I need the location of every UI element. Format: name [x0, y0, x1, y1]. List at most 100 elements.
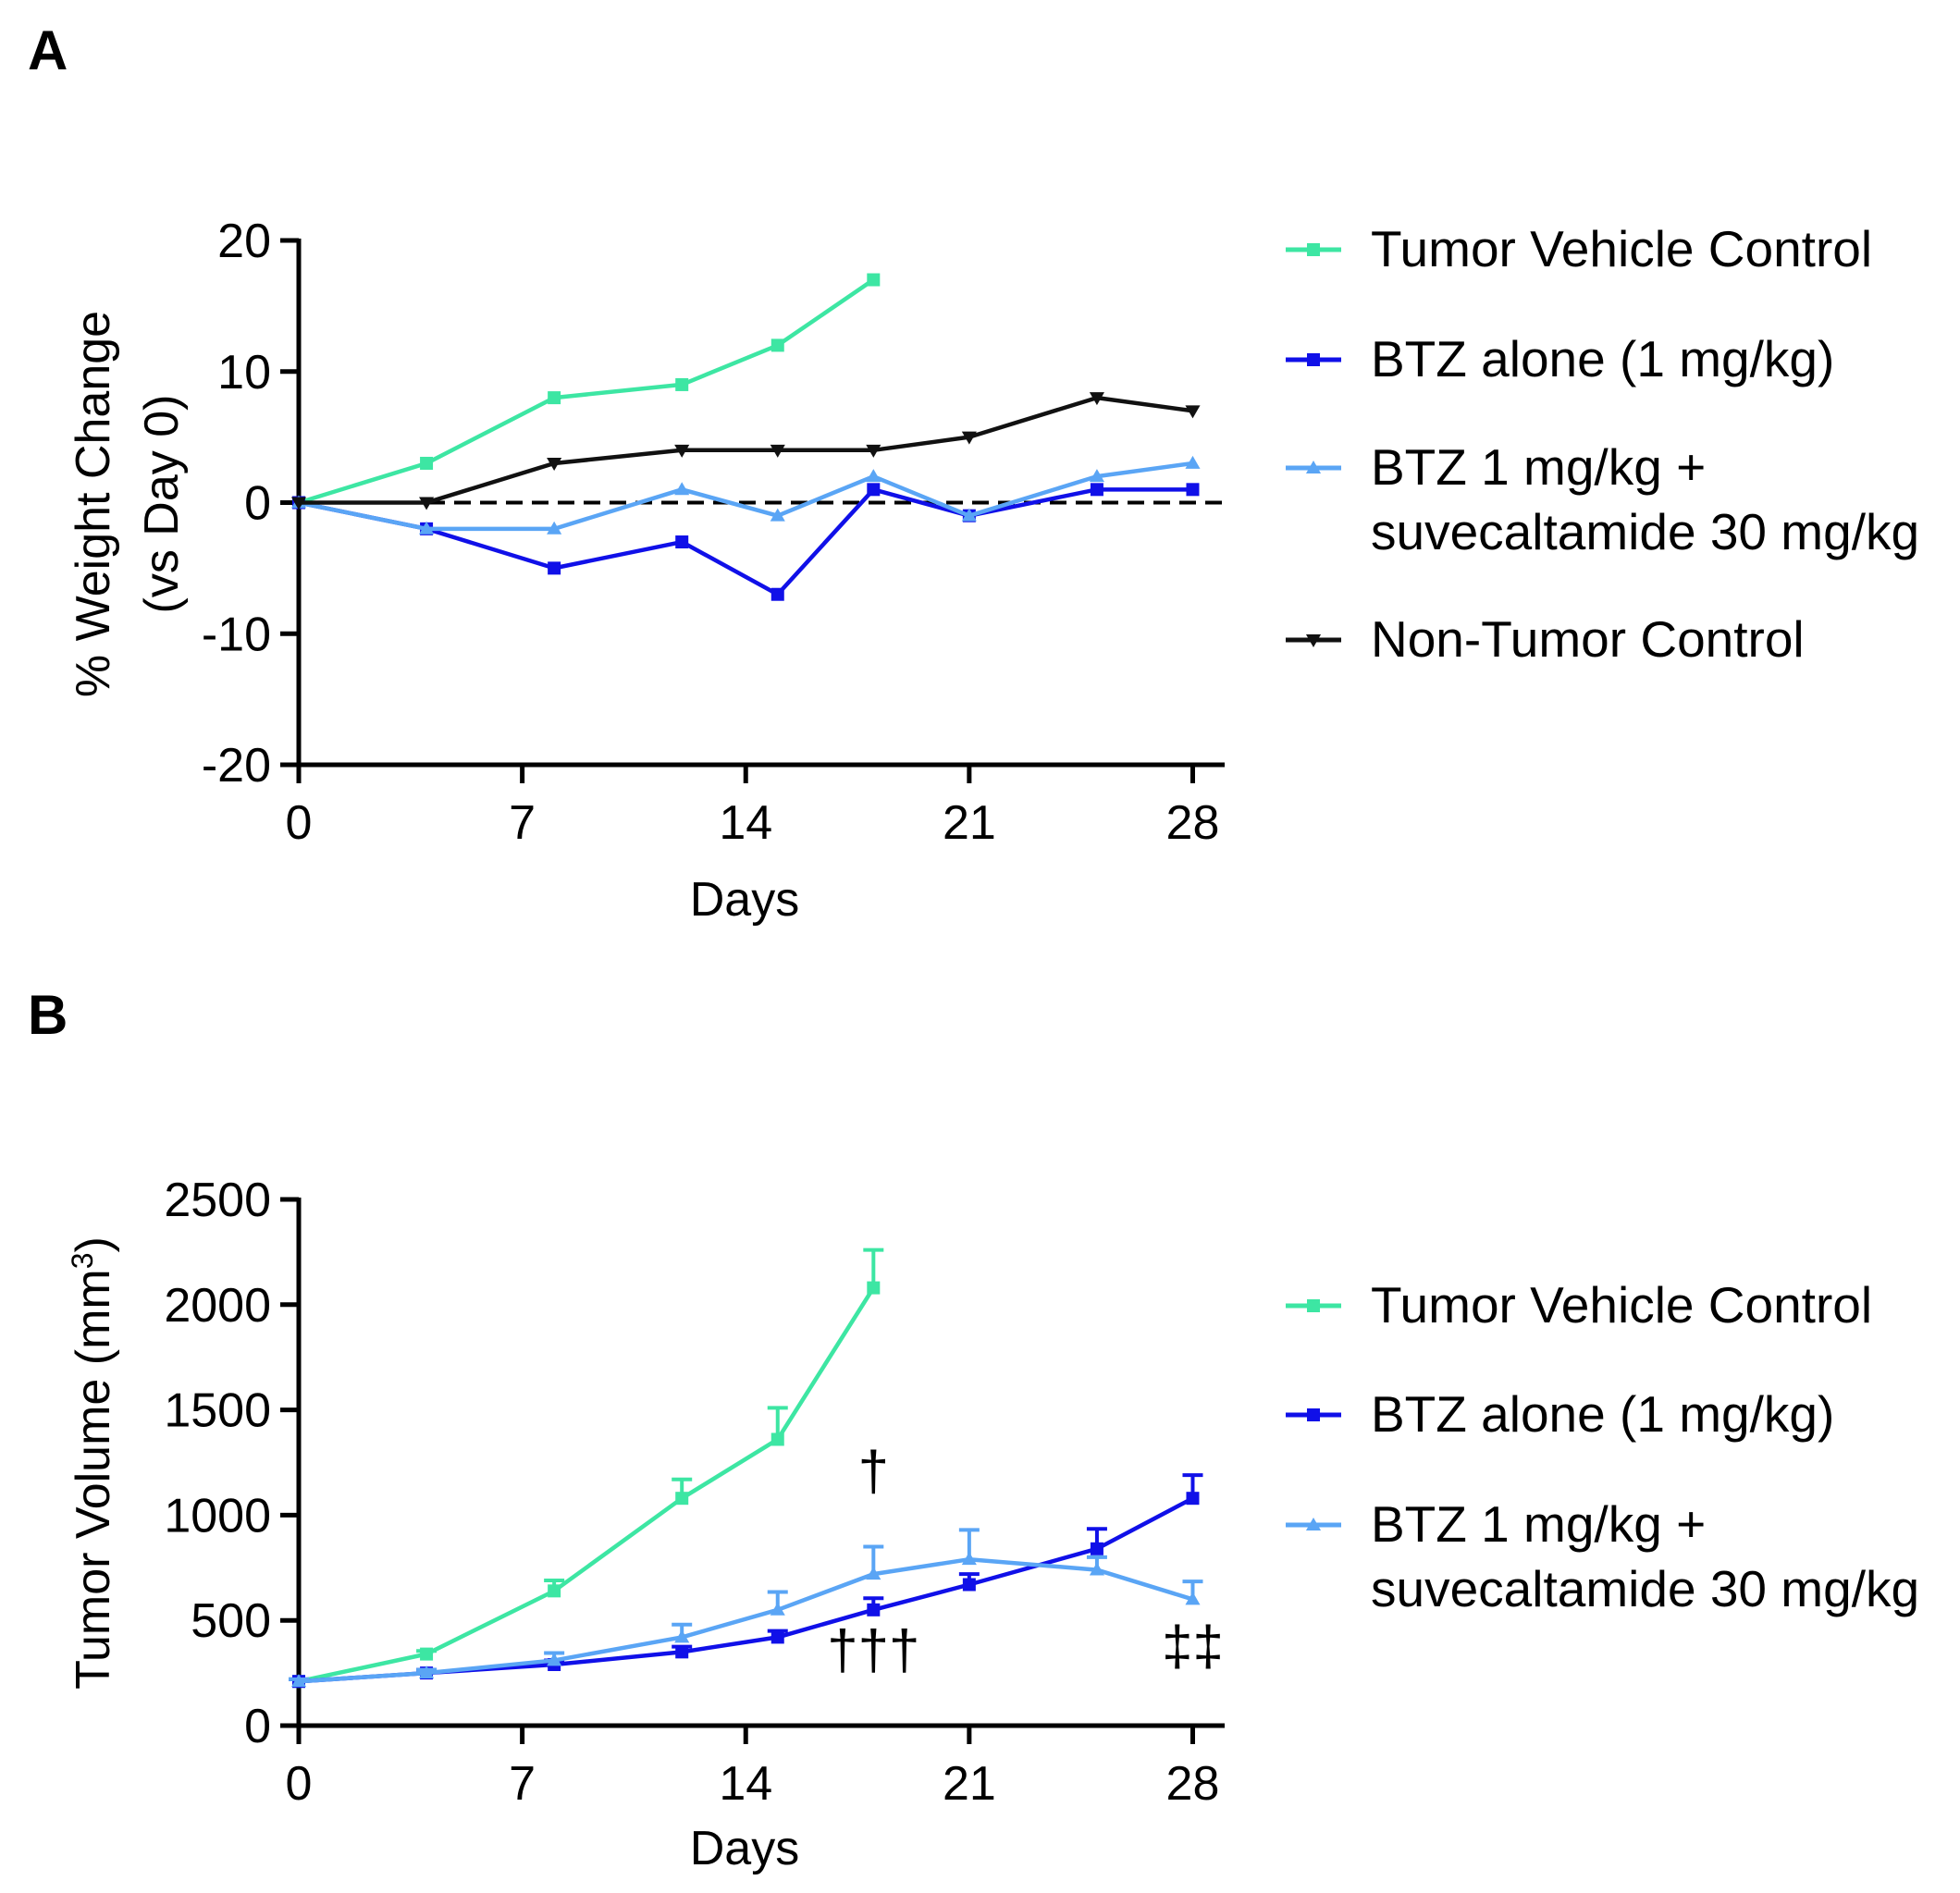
weight-legend-swatch-marker	[1307, 243, 1320, 256]
volume-btz_combo-point	[1089, 1562, 1104, 1576]
weight-tumor_vehicle-point	[675, 377, 689, 391]
weight-btz_combo-point	[547, 521, 562, 535]
volume-x-tick-label: 7	[509, 1757, 536, 1811]
volume-significance-annotation: ‡‡	[1162, 1615, 1224, 1677]
weight-btz_combo-point	[674, 482, 690, 496]
weight-series-non_tumor	[290, 392, 1201, 510]
volume-btz_combo-point	[961, 1552, 977, 1566]
panel-b-legend: Tumor Vehicle Control BTZ alone (1 mg/kg)…	[1286, 1276, 1919, 1617]
weight-series-tumor_vehicle	[292, 273, 881, 510]
weight-tumor_vehicle-line	[298, 277, 875, 505]
volume-legend-item-btz_combo: BTZ 1 mg/kg + suvecaltamide 30 mg/kg	[1286, 1495, 1919, 1617]
volume-btz_alone-point	[1090, 1542, 1103, 1555]
weight-btz_combo-point	[961, 508, 977, 522]
volume-btz_alone-point	[867, 1603, 881, 1616]
volume-btz_combo-line	[298, 1556, 1194, 1684]
weight-x-tick-label: 21	[943, 796, 996, 850]
weight-btz_alone-point	[675, 535, 689, 549]
weight-x-tick-label: 0	[286, 796, 313, 850]
panel-b-xlabel: Days	[690, 1822, 799, 1875]
volume-btz_combo-point	[770, 1602, 785, 1616]
volume-x-tick-label: 14	[719, 1757, 772, 1811]
weight-legend-label: BTZ alone (1 mg/kg)	[1371, 330, 1834, 387]
volume-btz_combo-point	[419, 1666, 435, 1679]
panel-b-ylabel-sup: 3	[66, 1252, 99, 1269]
volume-tumor_vehicle-point	[420, 1647, 434, 1661]
panel-b: B Tumor Volume (mm3) 0 500 1000 1500 2000 250…	[28, 984, 1919, 1875]
panel-a-ylabel-line2: (vs Day 0)	[135, 395, 189, 614]
volume-btz_combo-point	[866, 1567, 881, 1580]
volume-y-tick-label: 2000	[164, 1279, 271, 1333]
weight-legend-label: BTZ 1 mg/kg +	[1371, 438, 1706, 496]
volume-y-tick-label: 1000	[164, 1489, 271, 1543]
volume-y-tick-label: 500	[191, 1594, 271, 1648]
weight-btz_combo-point	[866, 469, 881, 483]
weight-series-btz_combo	[290, 455, 1201, 535]
weight-y-tick-label: 10	[217, 346, 271, 399]
weight-tumor_vehicle-point	[867, 273, 881, 287]
weight-non_tumor-point	[770, 444, 785, 458]
weight-legend-label: Tumor Vehicle Control	[1371, 220, 1872, 277]
volume-series-tumor_vehicle	[289, 1248, 884, 1689]
weight-x-tick-label: 7	[509, 796, 536, 850]
panel-a-letter: A	[28, 19, 68, 81]
weight-non_tumor-point	[1089, 392, 1104, 406]
volume-legend-item-tumor_vehicle: Tumor Vehicle Control	[1286, 1276, 1872, 1334]
volume-btz_alone-point	[1186, 1492, 1200, 1506]
volume-btz_combo-point	[547, 1653, 562, 1666]
weight-non_tumor-point	[419, 497, 435, 510]
weight-non_tumor-point	[674, 444, 690, 458]
weight-legend-swatch-marker	[1305, 460, 1322, 473]
weight-legend-swatch-marker	[1307, 353, 1320, 366]
weight-non_tumor-point	[1185, 405, 1201, 419]
volume-legend-swatch-marker	[1305, 1517, 1322, 1530]
weight-legend-item-tumor_vehicle: Tumor Vehicle Control	[1286, 220, 1872, 277]
panel-a-xlabel: Days	[690, 873, 799, 927]
weight-y-tick-label: -10	[202, 608, 271, 661]
panel-a-ylabel-line1: % Weight Change	[67, 311, 120, 697]
weight-tumor_vehicle-point	[548, 391, 561, 405]
volume-legend-label: BTZ alone (1 mg/kg)	[1371, 1385, 1834, 1443]
volume-y-tick-label: 2500	[164, 1174, 271, 1227]
weight-btz_combo-point	[1089, 469, 1104, 483]
volume-significance-annotation: †	[858, 1440, 889, 1502]
volume-tumor_vehicle-point	[867, 1281, 881, 1295]
volume-x-tick-label: 28	[1166, 1757, 1220, 1811]
volume-btz_combo-point	[1185, 1592, 1201, 1605]
weight-y-tick-label: 20	[217, 215, 271, 268]
volume-legend-label: BTZ 1 mg/kg +	[1371, 1495, 1706, 1553]
volume-legend-item-btz_alone: BTZ alone (1 mg/kg)	[1286, 1385, 1834, 1443]
volume-tumor_vehicle-line	[298, 1286, 876, 1684]
weight-y-tick-label: -20	[202, 739, 271, 793]
weight-legend-item-btz_combo: BTZ 1 mg/kg + suvecaltamide 30 mg/kg	[1286, 438, 1919, 560]
volume-btz_alone-point	[770, 1630, 784, 1644]
volume-legend-swatch-marker	[1307, 1299, 1320, 1312]
weight-legend-label: Non-Tumor Control	[1371, 610, 1805, 668]
panel-a: A % Weight Change (vs Day 0) -20 -10 0 10 20…	[28, 19, 1919, 927]
weight-btz_alone-point	[867, 483, 881, 497]
weight-btz_combo-point	[770, 508, 785, 522]
weight-btz_alone-point	[770, 587, 784, 601]
volume-series-btz_combo	[289, 1528, 1203, 1688]
volume-tumor_vehicle-point	[548, 1584, 561, 1598]
weight-btz_alone-point	[548, 561, 561, 575]
weight-legend-swatch-marker	[1305, 634, 1322, 648]
volume-tumor_vehicle-point	[675, 1492, 689, 1506]
weight-y-tick-label: 0	[244, 477, 271, 531]
weight-btz_combo-point	[419, 521, 435, 535]
weight-legend-label: suvecaltamide 30 mg/kg	[1371, 503, 1919, 560]
volume-btz_alone-point	[675, 1645, 689, 1659]
weight-btz_alone-point	[1186, 483, 1200, 497]
weight-x-tick-label: 14	[719, 796, 772, 850]
weight-btz_alone-point	[1090, 483, 1103, 497]
volume-x-tick-label: 21	[943, 1757, 996, 1811]
volume-legend-swatch-marker	[1307, 1408, 1320, 1421]
volume-x-tick-label: 0	[286, 1757, 313, 1811]
volume-significance-annotation: †††	[827, 1619, 919, 1681]
volume-btz_alone-point	[962, 1578, 976, 1592]
panel-a-legend: Tumor Vehicle Control BTZ alone (1 mg/kg)…	[1286, 220, 1919, 668]
panel-b-ylabel: Tumor Volume (mm3)	[66, 1236, 120, 1690]
weight-legend-item-btz_alone: BTZ alone (1 mg/kg)	[1286, 330, 1834, 387]
